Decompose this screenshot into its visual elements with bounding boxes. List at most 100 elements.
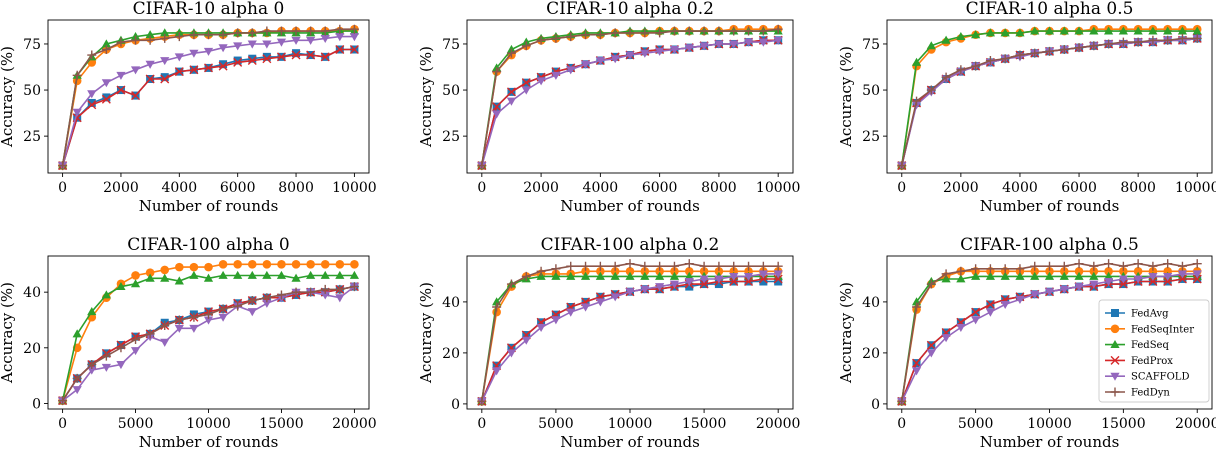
data-point: [744, 261, 754, 271]
data-point: [335, 294, 345, 303]
data-point: [699, 267, 709, 276]
legend-label: FedDyn: [1131, 388, 1170, 399]
series-line: [901, 37, 1198, 166]
subplot-cifar-100-alpha-0-2: CIFAR-100 alpha 0.2 0 5000 10000 15000 20000 0…: [417, 235, 800, 451]
data-point: [116, 85, 126, 95]
data-point: [131, 334, 141, 344]
data-point: [1103, 26, 1114, 35]
data-point: [1030, 48, 1040, 58]
y-tick-label: 50: [23, 83, 41, 99]
series-feddyn: [58, 282, 359, 406]
chart-title: CIFAR-100 alpha 0: [127, 235, 289, 255]
data-point: [669, 46, 680, 55]
data-point: [926, 279, 936, 289]
legend-marker: [1110, 324, 1120, 334]
data-point: [160, 74, 170, 84]
data-point: [926, 41, 936, 50]
x-tick-label: 10000: [756, 180, 801, 196]
data-point: [203, 273, 214, 282]
data-point: [1074, 283, 1084, 292]
data-point: [160, 73, 169, 82]
data-point: [160, 273, 170, 282]
data-point: [773, 24, 783, 34]
x-axis-label: Number of rounds: [139, 433, 279, 451]
data-point: [773, 270, 783, 279]
data-point: [174, 32, 184, 42]
data-point: [758, 26, 768, 36]
data-point: [1089, 280, 1099, 289]
data-point: [87, 100, 97, 110]
data-point: [160, 28, 170, 37]
data-point: [536, 323, 546, 332]
x-tick-label: 15000: [1101, 416, 1146, 432]
x-tick-label: 0: [477, 416, 486, 432]
data-point: [174, 276, 184, 285]
x-axis-label: Number of rounds: [980, 197, 1120, 215]
x-tick-label: 0: [58, 180, 67, 196]
series-feddyn: [58, 24, 359, 171]
data-point: [1119, 267, 1128, 276]
x-tick-label: 10000: [186, 416, 231, 432]
data-point: [72, 373, 82, 383]
data-point: [1059, 285, 1069, 294]
data-point: [145, 268, 155, 277]
data-point: [1074, 271, 1084, 280]
subplot-cifar-10-alpha-0-5: CIFAR-10 alpha 0.5 0 2000 4000 6000 8000 10000…: [837, 0, 1216, 215]
data-point: [1177, 261, 1187, 271]
data-point: [669, 280, 680, 289]
data-point: [551, 33, 561, 43]
chart-title: CIFAR-10 alpha 0.2: [546, 0, 714, 19]
data-point: [566, 32, 576, 42]
data-point: [1133, 275, 1143, 284]
data-point: [729, 261, 739, 271]
data-point: [87, 90, 97, 99]
y-axis-label: Accuracy (%): [837, 282, 855, 384]
data-point: [595, 271, 605, 280]
data-point: [1015, 50, 1025, 60]
y-tick-label: 25: [23, 129, 41, 145]
x-tick-label: 10000: [608, 416, 653, 432]
y-tick-label: 50: [442, 83, 460, 99]
data-point: [610, 28, 620, 38]
data-point: [912, 302, 922, 312]
data-point: [291, 26, 301, 36]
data-point: [320, 291, 330, 300]
data-point: [276, 270, 287, 279]
data-point: [130, 347, 141, 356]
data-point: [773, 261, 783, 271]
data-point: [174, 53, 184, 62]
data-point: [655, 267, 664, 276]
data-point: [58, 396, 68, 406]
data-point: [349, 282, 359, 292]
data-point: [684, 271, 694, 280]
data-point: [985, 299, 995, 309]
data-point: [247, 270, 257, 279]
data-point: [1000, 271, 1010, 280]
data-point: [566, 271, 576, 280]
data-point: [926, 85, 936, 95]
data-point: [1177, 270, 1188, 279]
data-point: [492, 67, 502, 77]
legend-item-fedseqinter: FedSeqInter: [1105, 324, 1194, 335]
x-tick-label: 4000: [1002, 180, 1038, 196]
y-tick-label: 50: [862, 83, 880, 99]
data-point: [1148, 272, 1158, 281]
data-point: [625, 28, 635, 38]
series-fedavg: [477, 277, 783, 406]
data-point: [774, 277, 783, 286]
data-point: [625, 51, 635, 60]
series-line: [61, 263, 355, 401]
data-point: [306, 260, 315, 269]
data-point: [247, 296, 257, 306]
data-point: [247, 40, 257, 49]
data-point: [1177, 274, 1187, 284]
data-point: [349, 24, 359, 34]
data-point: [1030, 26, 1040, 35]
data-point: [1177, 26, 1188, 35]
data-point: [233, 57, 243, 67]
data-point: [291, 50, 301, 60]
data-point: [292, 49, 301, 58]
data-point: [640, 285, 650, 294]
data-point: [248, 54, 257, 63]
data-point: [941, 274, 951, 283]
